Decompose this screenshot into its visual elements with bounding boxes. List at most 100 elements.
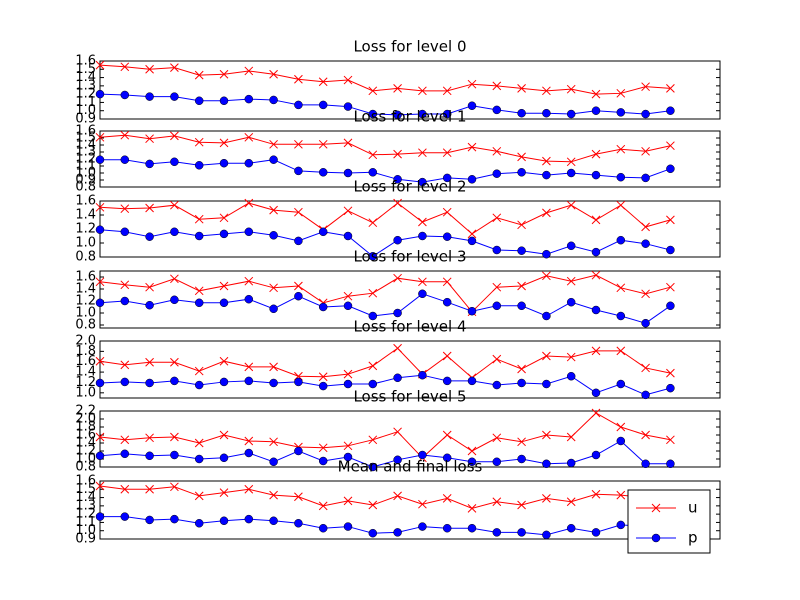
marker-circle [442, 109, 452, 119]
marker-circle [368, 379, 378, 389]
marker-circle [194, 519, 204, 528]
marker-circle [492, 105, 502, 115]
marker-circle [219, 516, 229, 526]
y-tick-label: 0.9 [75, 532, 96, 547]
marker-circle [120, 377, 130, 387]
marker-circle [591, 450, 601, 460]
marker-circle [244, 448, 254, 458]
marker-circle [641, 109, 650, 119]
marker-circle [145, 159, 154, 169]
marker-x [269, 139, 278, 149]
marker-circle [517, 246, 526, 255]
marker-circle [418, 450, 427, 460]
marker-x [442, 351, 452, 361]
marker-circle [95, 225, 105, 234]
marker-circle [294, 236, 303, 246]
marker-circle [368, 311, 378, 321]
marker-circle [170, 227, 179, 237]
marker-x [591, 346, 601, 356]
y-tick-label: 1.6 [75, 354, 96, 369]
marker-circle [418, 370, 427, 380]
marker-circle [343, 379, 353, 389]
marker-circle [492, 245, 502, 255]
marker-x [95, 60, 105, 70]
marker-circle [244, 227, 254, 237]
marker-circle [145, 378, 154, 388]
chart-title: Loss for level 4 [353, 318, 466, 336]
marker-circle [145, 232, 154, 241]
y-tick-label: 1.6 [75, 194, 96, 209]
marker-circle [418, 177, 427, 187]
y-tick-label: 1.4 [75, 208, 96, 223]
marker-circle [442, 523, 452, 533]
marker-circle [492, 169, 502, 178]
marker-x [566, 432, 576, 442]
marker-circle [393, 455, 402, 465]
marker-circle [343, 452, 353, 462]
marker-circle [120, 449, 130, 459]
marker-x [641, 222, 650, 232]
marker-circle [418, 289, 427, 299]
marker-x [145, 433, 154, 443]
marker-x [120, 435, 130, 445]
marker-x [318, 501, 328, 511]
marker-x [170, 274, 179, 284]
marker-circle [120, 155, 130, 164]
y-tick-label: 1.4 [75, 282, 96, 297]
marker-circle [120, 90, 130, 100]
marker-circle [95, 89, 105, 99]
marker-x [641, 363, 650, 373]
y-tick-label: 1.4 [75, 490, 96, 505]
marker-circle [467, 236, 477, 246]
marker-x [294, 207, 303, 217]
marker-x [219, 213, 229, 223]
marker-circle [294, 166, 303, 176]
legend-label: u [688, 499, 698, 517]
marker-circle [641, 239, 650, 248]
marker-circle [666, 383, 675, 393]
marker-circle [418, 522, 427, 531]
y-tick-label: 0.8 [75, 180, 96, 195]
marker-circle [492, 528, 502, 537]
marker-x [145, 282, 154, 292]
marker-circle [542, 530, 551, 540]
marker-x [95, 132, 105, 142]
marker-x [219, 488, 229, 497]
marker-circle [219, 158, 229, 168]
marker-x [418, 499, 427, 509]
y-tick-label: 1.3 [75, 498, 96, 513]
marker-circle [517, 108, 526, 118]
marker-circle [393, 175, 402, 184]
marker-circle [95, 378, 105, 388]
marker-x [95, 277, 105, 287]
marker-x [517, 281, 526, 291]
marker-x [95, 481, 105, 491]
marker-x [467, 446, 477, 456]
y-tick-label: 1.0 [75, 306, 96, 321]
y-tick-label: 1.0 [75, 166, 96, 181]
marker-circle [368, 462, 378, 472]
marker-circle [294, 377, 303, 387]
marker-x [269, 205, 278, 215]
marker-x [95, 356, 105, 366]
marker-circle [170, 450, 179, 460]
marker-x [393, 273, 402, 283]
marker-x [517, 437, 526, 447]
marker-x [418, 217, 427, 227]
marker-x [145, 357, 154, 367]
marker-circle [145, 515, 154, 525]
marker-x [95, 432, 105, 442]
marker-circle [244, 94, 254, 104]
marker-circle [194, 380, 204, 390]
marker-x [418, 148, 427, 158]
legend-box [627, 489, 711, 554]
marker-circle [269, 378, 278, 388]
marker-x [343, 138, 353, 148]
y-tick-label: 1.0 [75, 385, 96, 400]
marker-circle [492, 301, 502, 311]
marker-x [393, 149, 402, 159]
marker-x [343, 441, 353, 451]
marker-circle [467, 457, 477, 467]
marker-circle [194, 161, 204, 170]
marker-x [666, 435, 675, 445]
